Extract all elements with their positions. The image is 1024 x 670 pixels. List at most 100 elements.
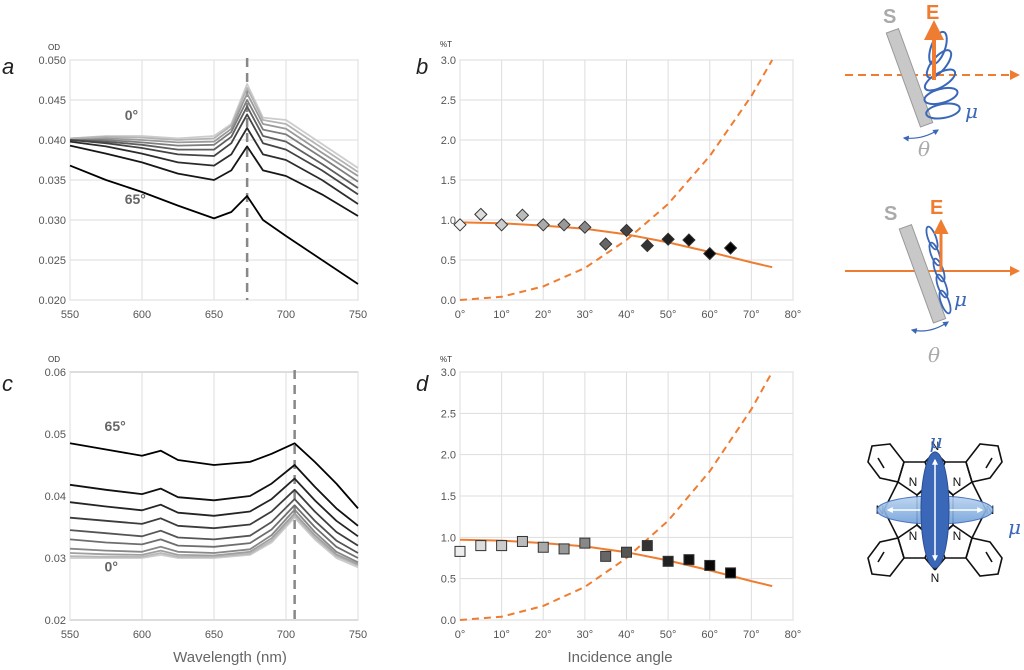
angle-label: θ [928, 343, 940, 367]
x-tick-label: 70° [743, 629, 760, 641]
spectrum-line [69, 514, 359, 567]
dipole-ellipse-stack [923, 30, 961, 120]
data-point-square [579, 537, 591, 549]
y-tick-label: 0.5 [441, 574, 456, 586]
y-tick-label: 2.0 [441, 450, 456, 462]
data-point-square [641, 540, 653, 552]
data-point-diamond [474, 207, 488, 222]
y-tick-label: 0.0 [441, 295, 456, 307]
data-point-square [454, 545, 466, 557]
x-tick-label: 0° [455, 629, 466, 641]
y-tick-label: 0.0 [441, 615, 456, 627]
atom-n: N [953, 475, 962, 489]
x-tick-label: 50° [660, 629, 677, 641]
x-tick-label: 600 [133, 629, 151, 641]
y-tick-label: 3.0 [441, 367, 456, 379]
angle-annotation: 0° [125, 107, 138, 123]
y-tick-label: 0.5 [441, 255, 456, 267]
data-point-diamond [557, 218, 571, 232]
atom-n: N [909, 529, 918, 543]
x-tick-label: 30° [577, 309, 594, 321]
x-tick-label: 80° [785, 309, 802, 321]
data-point-square [558, 543, 570, 555]
substrate-slab [898, 223, 947, 324]
x-tick-label: 750 [349, 309, 367, 321]
y-tick-label: 3.0 [441, 55, 456, 67]
fit-curve-dashed [459, 59, 774, 301]
data-point-diamond [536, 218, 550, 232]
y-tick-label: 0.045 [38, 95, 66, 107]
y-tick-label: 0.020 [38, 295, 66, 307]
y-tick-label: 0.025 [38, 255, 66, 267]
spectrum-line [69, 464, 359, 527]
dipole-ellipse-stack [925, 225, 952, 315]
fit-curve-dashed [459, 371, 774, 621]
spectrum-line [69, 504, 359, 559]
panel-letter: c [2, 371, 13, 396]
y-tick-label: 0.02 [45, 615, 66, 627]
spectrum-line [70, 99, 359, 183]
data-point-square [537, 541, 549, 553]
atom-n: N [931, 571, 940, 585]
x-axis-title-wavelength: Wavelength (nm) [173, 649, 287, 666]
y-tick-label: 1.5 [441, 491, 456, 503]
data-point-diamond [494, 218, 509, 232]
x-tick-label: 550 [61, 309, 79, 321]
data-point-diamond [578, 220, 592, 234]
x-tick-label: 750 [349, 629, 367, 641]
x-axis-title-angle: Incidence angle [567, 649, 672, 666]
data-point-diamond [723, 241, 738, 255]
panel-letter: d [416, 371, 429, 396]
spectrum-line [69, 105, 359, 189]
data-point-diamond [661, 232, 675, 246]
spectrum-line [69, 498, 359, 554]
x-tick-label: 600 [133, 309, 151, 321]
dipole-label-horizontal: μ [1008, 515, 1021, 539]
x-tick-label: 700 [277, 309, 295, 321]
angle-label: θ [918, 137, 930, 161]
x-tick-label: 30° [577, 629, 594, 641]
plot-area: 0.0 0.5 1.0 1.5 2.0 2.5 3.0 0° 10° 20° 30° 40° 50° 60… [441, 367, 802, 641]
spectrum-line [69, 127, 359, 205]
y-tick-label: 0.030 [38, 215, 66, 227]
data-point-diamond [453, 218, 467, 232]
x-tick-label: 0° [455, 309, 466, 321]
y-unit-label: %T [440, 40, 452, 49]
x-tick-label: 650 [205, 309, 223, 321]
angle-annotation: 65° [125, 191, 146, 207]
atom-n: N [953, 529, 962, 543]
substrate-slab [885, 27, 934, 128]
x-tick-label: 40° [618, 309, 635, 321]
x-tick-label: 40° [618, 629, 635, 641]
spectrum-line [69, 488, 359, 547]
y-tick-label: 2.5 [441, 95, 456, 107]
x-tick-label: 20° [535, 309, 552, 321]
data-point-square [683, 554, 695, 566]
x-tick-label: 650 [205, 629, 223, 641]
data-point-square [662, 555, 674, 567]
plot-area: 0.0 0.5 1.0 1.5 2.0 2.5 3.0 0° 10° 20° 30° 40° 50° 60… [441, 55, 802, 321]
angle-annotation: 0° [105, 559, 118, 575]
y-unit-label: %T [440, 355, 452, 364]
spectrum-line [69, 144, 359, 217]
data-point-diamond [682, 233, 696, 247]
data-point-square [725, 567, 737, 579]
data-point-diamond [598, 237, 613, 251]
y-tick-label: 0.050 [38, 55, 66, 67]
angle-arc [910, 321, 949, 334]
y-tick-label: 1.0 [441, 532, 456, 544]
angle-annotation: 65° [105, 418, 126, 434]
spectrum-line [70, 516, 359, 569]
data-point-square [516, 535, 528, 547]
plot-area: 0.020 0.025 0.030 0.035 0.040 0.045 0.050 550 60… [38, 55, 367, 321]
schematic-tilted-dipoles-parallel: S E μ θ [845, 197, 1020, 367]
panel-letter: a [2, 54, 14, 79]
field-label: E [930, 197, 943, 219]
spectrum-line [69, 508, 359, 564]
spectrum-line [69, 512, 359, 566]
y-tick-label: 0.040 [38, 135, 66, 147]
x-tick-label: 20° [535, 629, 552, 641]
atom-n: N [931, 439, 940, 453]
y-tick-label: 2.5 [441, 408, 456, 420]
